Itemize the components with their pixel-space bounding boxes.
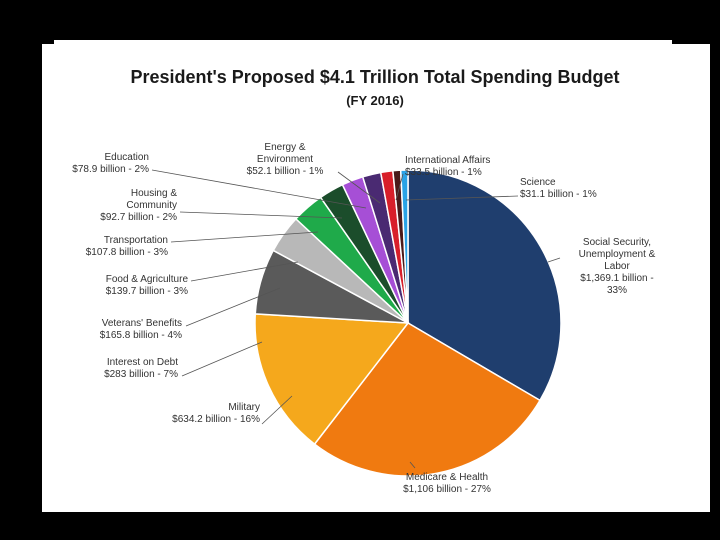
- slice-label-line: Housing &: [131, 188, 177, 199]
- slice-label-line: $33.5 billion - 1%: [405, 167, 482, 178]
- slice-label: Military $634.2 billion - 16%: [172, 402, 260, 425]
- slice-label-line: $107.8 billion - 3%: [86, 247, 168, 258]
- slice-label-line: $52.1 billion - 1%: [247, 166, 324, 177]
- slice-label: Medicare & Health $1,106 billion - 27%: [403, 472, 491, 495]
- slice-label: Transportation $107.8 billion - 3%: [86, 235, 168, 258]
- slice-label-line: International Affairs: [405, 155, 490, 166]
- slice-label: Social Security, Unemployment & Labor $1,36…: [579, 237, 656, 296]
- slice-label-line: $1,369.1 billion -: [580, 273, 653, 284]
- slice-label-line: $139.7 billion - 3%: [106, 286, 188, 297]
- slice-label-line: $1,106 billion - 27%: [403, 484, 491, 495]
- slice-label: International Affairs $33.5 billion - 1%: [405, 155, 490, 178]
- slice-label-line: Interest on Debt: [107, 357, 178, 368]
- slice-label-line: Unemployment &: [579, 249, 656, 260]
- slice-label-line: Energy &: [264, 142, 305, 153]
- slice-label-line: Science: [520, 177, 556, 188]
- slice-label-line: 33%: [607, 285, 627, 296]
- slice-label-line: Food & Agriculture: [106, 274, 189, 285]
- slice-label: Housing & Community $92.7 billion - 2%: [100, 188, 177, 223]
- slice-label-line: $92.7 billion - 2%: [100, 212, 177, 223]
- slice-label-line: Social Security,: [583, 237, 651, 248]
- slice-label-line: Environment: [257, 154, 313, 165]
- leader-line: [182, 342, 262, 376]
- slice-label-line: Veterans' Benefits: [102, 318, 182, 329]
- chart-subtitle: (FY 2016): [346, 93, 404, 108]
- slice-label: Interest on Debt $283 billion - 7%: [104, 357, 178, 380]
- slice-label: Veterans' Benefits $165.8 billion - 4%: [100, 318, 182, 341]
- slice-label: Energy & Environment $52.1 billion - 1%: [247, 142, 324, 177]
- slice-label: Science $31.1 billion - 1%: [520, 177, 597, 200]
- slice-label-line: Education: [105, 152, 149, 163]
- slice-label-line: $283 billion - 7%: [104, 369, 178, 380]
- slice-label-line: Medicare & Health: [406, 472, 488, 483]
- pie-slices: [255, 170, 561, 476]
- slice-label-line: $634.2 billion - 16%: [172, 414, 260, 425]
- slice-label-line: Community: [126, 200, 177, 211]
- slice-label: Education $78.9 billion - 2%: [72, 152, 149, 175]
- slice-label: Food & Agriculture $139.7 billion - 3%: [106, 274, 189, 297]
- slice-label-line: $78.9 billion - 2%: [72, 164, 149, 175]
- slice-label-line: Labor: [604, 261, 630, 272]
- slice-label-line: $31.1 billion - 1%: [520, 189, 597, 200]
- slice-label-line: Military: [228, 402, 260, 413]
- slice-label-line: $165.8 billion - 4%: [100, 330, 182, 341]
- chart-title: President's Proposed $4.1 Trillion Total…: [130, 67, 619, 87]
- leader-line: [548, 258, 560, 262]
- slice-label-line: Transportation: [104, 235, 168, 246]
